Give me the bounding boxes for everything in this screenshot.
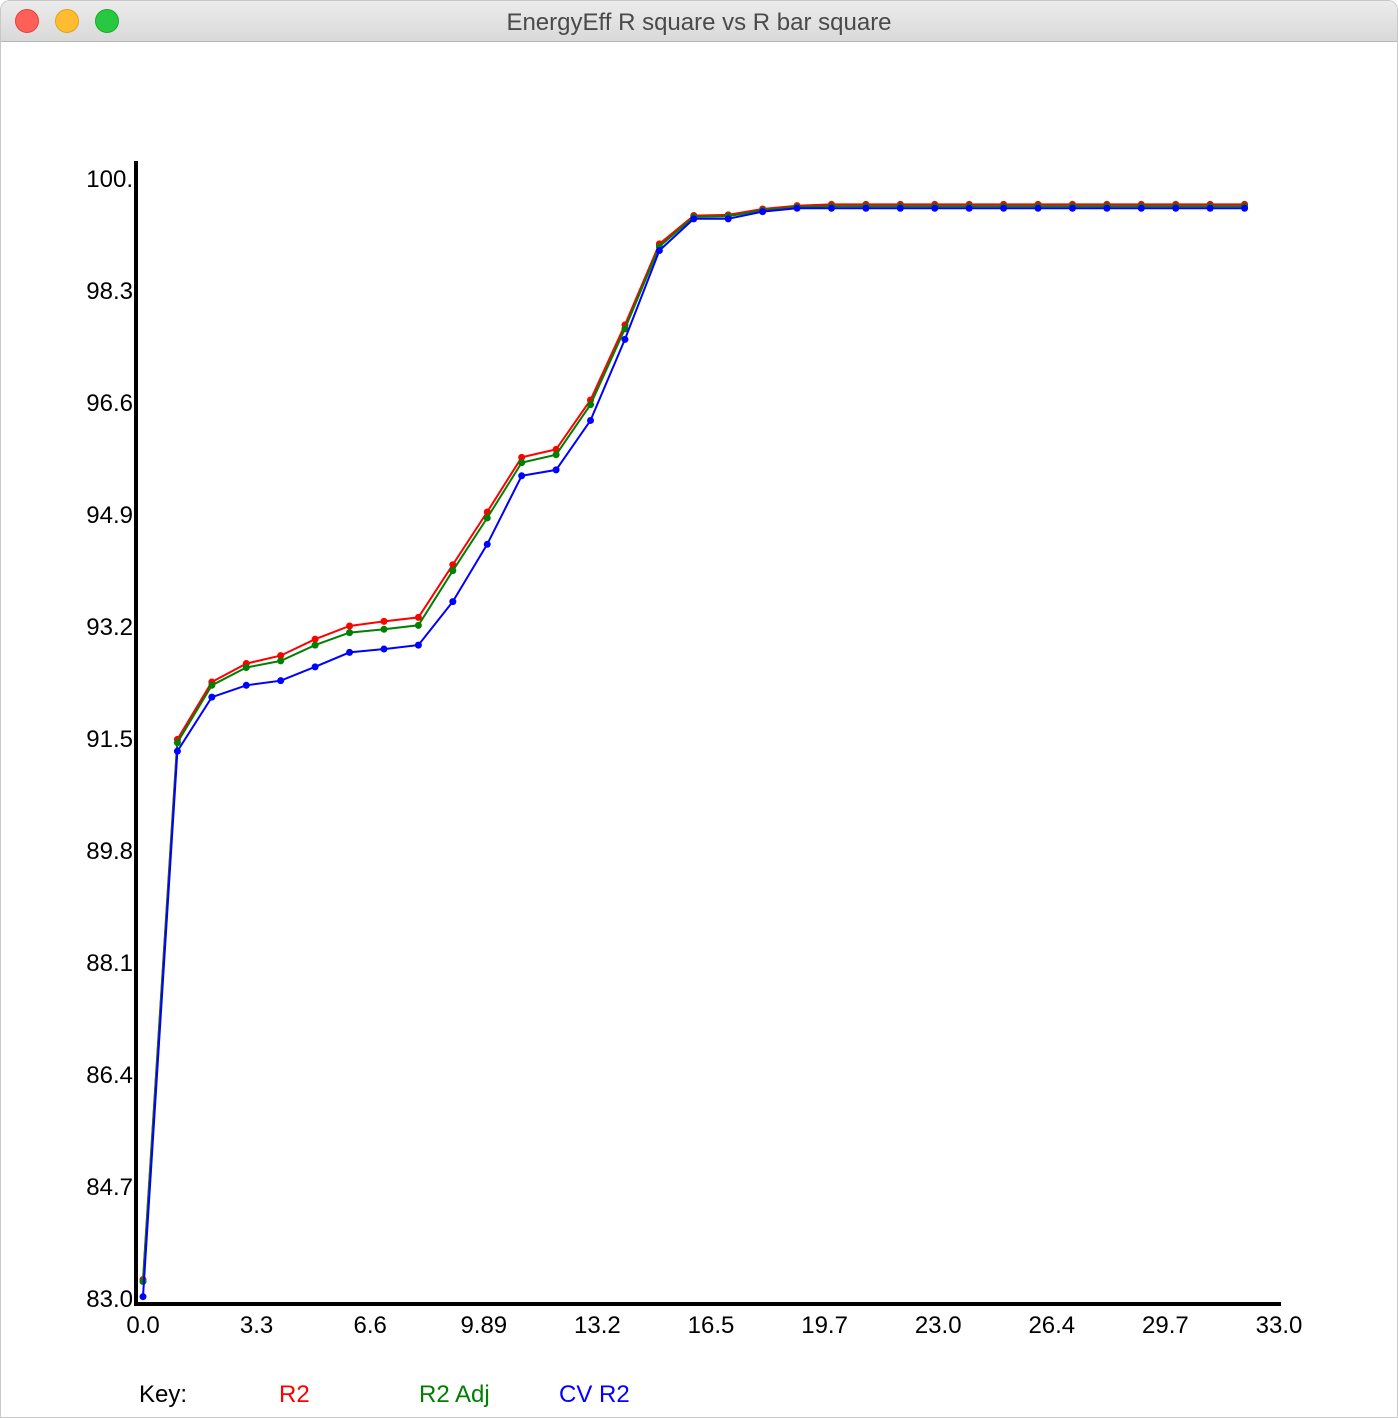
data-point-cv-r2 [1241, 204, 1249, 212]
data-point-r2 [277, 652, 285, 660]
y-tick-label: 93.2 [86, 614, 133, 641]
data-point-cv-r2 [759, 208, 767, 216]
data-point-cv-r2 [896, 204, 904, 212]
data-point-cv-r2 [690, 215, 698, 223]
data-point-cv-r2 [1103, 204, 1111, 212]
data-point-r2-adj [380, 625, 388, 633]
x-tick-label: 16.5 [688, 1312, 735, 1339]
data-point-cv-r2 [655, 246, 663, 254]
data-point-cv-r2 [1206, 204, 1214, 212]
data-point-cv-r2 [242, 681, 250, 689]
data-point-r2-adj [518, 459, 526, 467]
y-axis-ticks: 83.0 84.7 86.4 88.1 89.8 91.5 93.2 94.9 96.6 98.3… [86, 166, 133, 1313]
data-point-r2-adj [242, 664, 250, 672]
data-point-cv-r2 [621, 335, 629, 343]
data-point-r2 [414, 613, 422, 621]
data-point-r2-adj [414, 621, 422, 629]
zoom-window-button[interactable] [95, 9, 119, 33]
data-point-cv-r2 [552, 466, 560, 474]
data-point-cv-r2 [414, 641, 422, 649]
x-tick-label: 19.7 [801, 1312, 848, 1339]
data-point-r2-adj [346, 629, 354, 637]
data-point-cv-r2 [277, 677, 285, 685]
data-point-r2-adj [208, 681, 216, 689]
y-tick-label: 96.6 [86, 390, 133, 417]
data-point-cv-r2 [1068, 204, 1076, 212]
x-tick-label: 6.6 [354, 1312, 387, 1339]
legend-key-label: Key: [139, 1381, 187, 1408]
data-point-cv-r2 [724, 215, 732, 223]
data-point-cv-r2 [1172, 204, 1180, 212]
data-point-cv-r2 [483, 540, 491, 548]
data-point-r2-adj [552, 451, 560, 459]
legend-entry-cv-r2: CV R2 [559, 1381, 630, 1408]
close-window-button[interactable] [15, 9, 39, 33]
x-tick-label: 33.0 [1256, 1312, 1303, 1339]
data-point-cv-r2 [208, 693, 216, 701]
series-layer [139, 200, 1249, 1301]
data-point-r2-adj [483, 514, 491, 522]
data-point-cv-r2 [1000, 204, 1008, 212]
data-point-r2-adj [311, 641, 319, 649]
data-point-cv-r2 [587, 416, 595, 424]
data-point-cv-r2 [518, 472, 526, 480]
y-tick-label: 88.1 [86, 950, 133, 977]
x-tick-label: 23.0 [915, 1312, 962, 1339]
data-point-r2 [311, 635, 319, 643]
data-point-cv-r2 [1034, 204, 1042, 212]
x-tick-label: 0.0 [126, 1312, 159, 1339]
data-point-cv-r2 [827, 204, 835, 212]
data-point-cv-r2 [173, 747, 181, 755]
x-tick-label: 26.4 [1028, 1312, 1075, 1339]
data-point-cv-r2 [346, 648, 354, 656]
data-point-cv-r2 [793, 204, 801, 212]
x-tick-label: 3.3 [240, 1312, 273, 1339]
y-tick-label: 89.8 [86, 838, 133, 865]
y-tick-label: 94.9 [86, 502, 133, 529]
y-tick-label: 100. [86, 166, 133, 193]
series-r2 [139, 200, 1249, 1284]
series-r2-adj [139, 202, 1249, 1286]
chart-legend: Key: R2 R2 Adj CV R2 [139, 1381, 630, 1408]
line-chart: 83.0 84.7 86.4 88.1 89.8 91.5 93.2 94.9 96.6 98.3… [86, 161, 1302, 1408]
y-tick-label: 91.5 [86, 726, 133, 753]
y-tick-label: 83.0 [86, 1286, 133, 1313]
x-tick-label: 29.7 [1142, 1312, 1189, 1339]
data-point-cv-r2 [380, 645, 388, 653]
series-line-r2-adj [142, 205, 1245, 1282]
series-line-r2 [142, 203, 1245, 1280]
title-bar: EnergyEff R square vs R bar square [1, 1, 1397, 42]
y-tick-label: 84.7 [86, 1174, 133, 1201]
data-point-r2-adj [173, 739, 181, 747]
x-axis-ticks: 0.0 3.3 6.6 9.89 13.2 16.5 19.7 23.0 26.4 29.7 33.… [126, 1312, 1302, 1339]
data-point-r2-adj [621, 325, 629, 333]
data-point-r2 [346, 622, 354, 630]
series-cv-r2 [139, 204, 1249, 1301]
data-point-r2-adj [277, 657, 285, 665]
window-title: EnergyEff R square vs R bar square [506, 9, 892, 36]
data-point-cv-r2 [1137, 204, 1145, 212]
y-tick-label: 98.3 [86, 278, 133, 305]
data-point-cv-r2 [139, 1293, 147, 1301]
series-line-cv-r2 [142, 207, 1245, 1297]
data-point-r2 [380, 617, 388, 625]
data-point-cv-r2 [931, 204, 939, 212]
data-point-r2-adj [449, 567, 457, 575]
y-tick-label: 86.4 [86, 1062, 133, 1089]
legend-entry-r2: R2 [279, 1381, 310, 1408]
data-point-cv-r2 [965, 204, 973, 212]
data-point-r2-adj [587, 401, 595, 409]
legend-entry-r2-adj: R2 Adj [419, 1381, 490, 1408]
data-point-cv-r2 [449, 598, 457, 606]
data-point-cv-r2 [311, 663, 319, 671]
data-point-r2 [518, 453, 526, 461]
x-tick-label: 9.89 [460, 1312, 507, 1339]
data-point-cv-r2 [862, 204, 870, 212]
chart-axes [134, 161, 1281, 1306]
minimize-window-button[interactable] [55, 9, 79, 33]
x-tick-label: 13.2 [574, 1312, 621, 1339]
